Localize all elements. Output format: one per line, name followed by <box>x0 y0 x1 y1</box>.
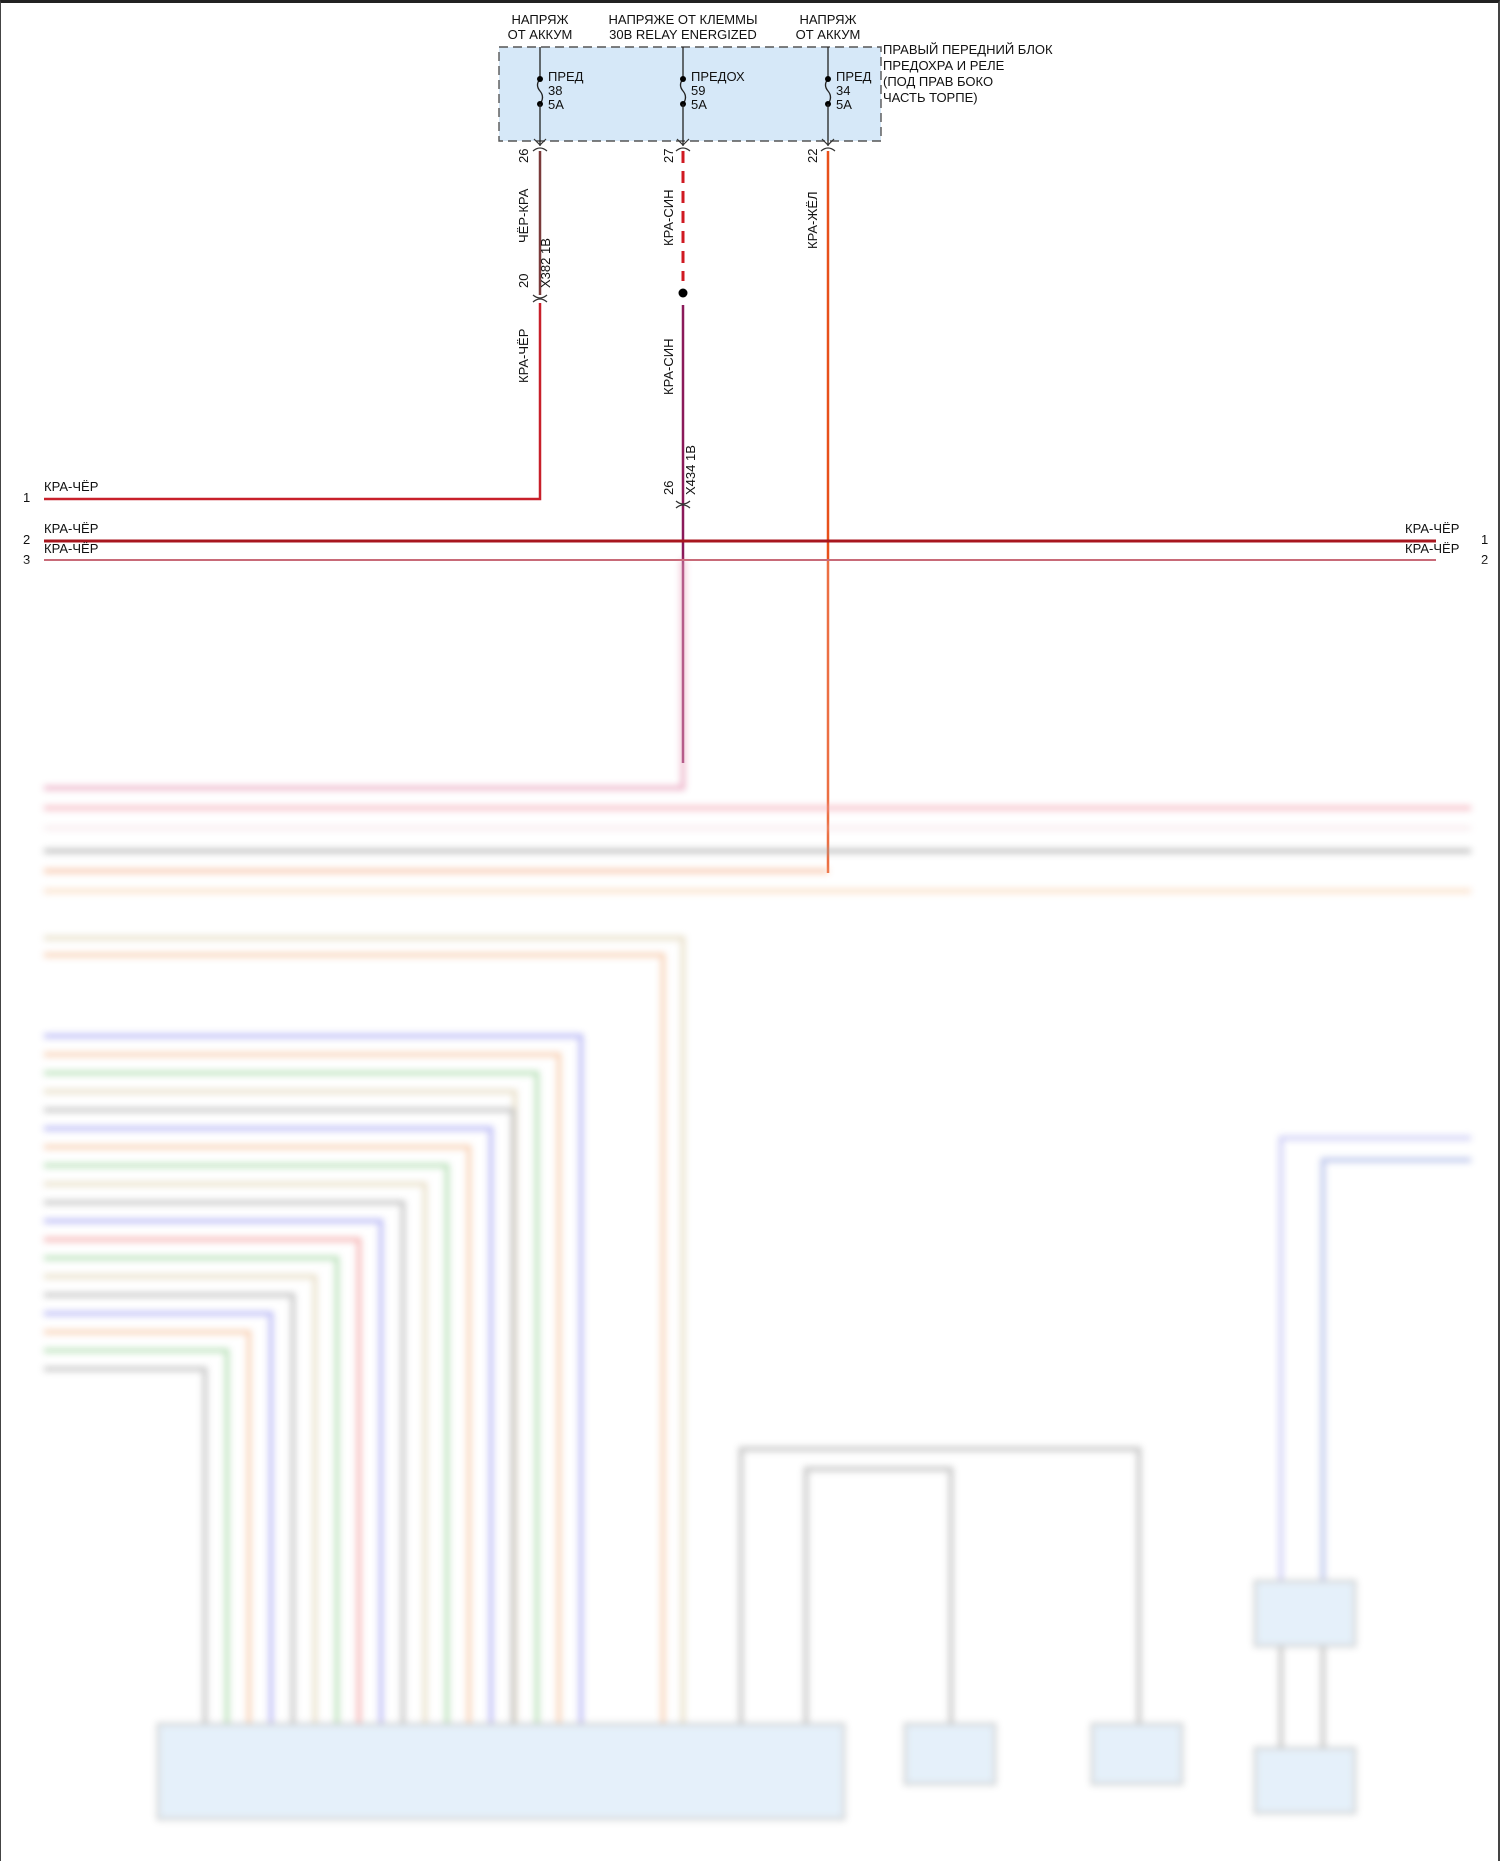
blurred-wire <box>44 1034 583 1723</box>
fuse-number: 34 <box>836 83 850 98</box>
wire-kra-cher-1 <box>44 303 542 501</box>
blurred-wire <box>1321 1158 1471 1583</box>
blurred-wire <box>44 936 685 1723</box>
fuse-terminal <box>825 76 831 82</box>
wire-color-label: КРА-ЧЁР <box>1405 541 1459 556</box>
pin-number: 3 <box>23 552 30 567</box>
splice-dot <box>678 288 688 298</box>
blurred-wire <box>739 1447 1141 1723</box>
fuse-rating: 5A <box>836 97 852 112</box>
fuse-block-label-line: ЧАСТЬ ТОРПЕ) <box>883 90 978 105</box>
blurred-component <box>1254 1747 1356 1814</box>
fuse-block <box>498 46 882 142</box>
fuse-name: ПРЕД <box>548 69 584 84</box>
connector-icon <box>820 138 836 152</box>
schematic: ПРАВЫЙ ПЕРЕДНИЙ БЛОК ПРЕДОХРА И РЕЛЕ (ПО… <box>23 12 1488 1820</box>
vertical-wire-label: КРА-СИН <box>661 190 676 247</box>
fuse-block-label-line: ПРАВЫЙ ПЕРЕДНИЙ БЛОК <box>883 42 1053 57</box>
blurred-wire <box>44 1219 383 1723</box>
vertical-wire-label: 26 <box>516 149 531 163</box>
blurred-wire <box>804 1467 953 1723</box>
wire-color-label: КРА-ЧЁР <box>44 479 98 494</box>
fuse-icon <box>536 78 544 105</box>
source-label: НАПРЯЖ <box>799 12 856 27</box>
vertical-wire-label: X434 1B <box>683 445 698 495</box>
vertical-wire-label: 22 <box>805 149 820 163</box>
blurred-component <box>1254 1580 1356 1647</box>
connector-x434-symbol <box>675 500 691 509</box>
blurred-wire <box>44 1182 427 1723</box>
blurred-wire <box>44 1237 361 1723</box>
source-label: ОТ АККУМ <box>796 27 861 42</box>
blurred-wire <box>44 1052 561 1723</box>
blurred-component <box>1091 1723 1183 1785</box>
fuse-block-label: ПРАВЫЙ ПЕРЕДНИЙ БЛОК ПРЕДОХРА И РЕЛЕ (ПО… <box>883 42 1053 105</box>
vertical-wire-label: КРА-ЖЁЛ <box>805 191 820 249</box>
blurred-wire <box>1279 1136 1471 1583</box>
blurred-wire <box>44 1163 449 1723</box>
blurred-wire <box>44 1330 251 1723</box>
blurred-wire <box>44 953 665 1723</box>
blurred-lower-diagram <box>44 560 1471 1820</box>
fuse-block-label-line: ПРЕДОХРА И РЕЛЕ <box>883 58 1005 73</box>
pin-number: 2 <box>23 532 30 547</box>
vertical-wire-label: ЧЁР-КРА <box>516 188 531 243</box>
fuse-block-label-line: (ПОД ПРАВ БОКО <box>883 74 993 89</box>
vertical-wire-label: 26 <box>661 481 676 495</box>
connector-icon <box>532 138 548 152</box>
connector-x382-symbol <box>532 294 548 303</box>
blurred-wire <box>44 1108 515 1723</box>
blurred-wire <box>44 1145 471 1723</box>
blurred-wire <box>44 560 685 790</box>
source-label: ОТ АККУМ <box>508 27 573 42</box>
blurred-wire <box>44 1274 317 1723</box>
fuse-terminal <box>537 76 543 82</box>
blurred-component <box>904 1723 996 1785</box>
pin-number: 1 <box>1481 532 1488 547</box>
blurred-wire <box>44 1293 295 1723</box>
vertical-wire-label: КРА-СИН <box>661 339 676 396</box>
fuse-number: 59 <box>691 83 705 98</box>
fuse-icon <box>679 78 687 105</box>
blurred-wire <box>44 1311 273 1723</box>
blurred-wire <box>44 1071 539 1723</box>
source-label: НАПРЯЖЕ ОТ КЛЕММЫ <box>609 12 758 27</box>
fuse-rating: 5A <box>691 97 707 112</box>
blurred-wire <box>44 1256 339 1723</box>
pin-number: 2 <box>1481 552 1488 567</box>
pin-number: 1 <box>23 490 30 505</box>
vertical-wire-label: КРА-ЧЁР <box>516 329 531 383</box>
vertical-wire-label: 20 <box>516 274 531 288</box>
source-label: НАПРЯЖ <box>511 12 568 27</box>
fuse-number: 38 <box>548 83 562 98</box>
fuse-name: ПРЕД <box>836 69 872 84</box>
source-label: 30B RELAY ENERGIZED <box>609 27 757 42</box>
fuse-rating: 5A <box>548 97 564 112</box>
blurred-wire <box>44 1367 207 1723</box>
vertical-wire-label: X382 1B <box>538 238 553 288</box>
fuse-terminal <box>680 76 686 82</box>
blurred-wire <box>44 1348 229 1723</box>
blurred-wire <box>44 1126 493 1723</box>
wire-color-label: КРА-ЧЁР <box>44 521 98 536</box>
wire-color-label: КРА-ЧЁР <box>1405 521 1459 536</box>
connector-icon <box>675 138 691 152</box>
fuse-name: ПРЕДОХ <box>691 69 745 84</box>
blurred-wire <box>44 1200 405 1723</box>
fuse-icon <box>824 78 832 105</box>
blur-overlay <box>1 561 1498 1861</box>
wire-color-label: КРА-ЧЁР <box>44 541 98 556</box>
vertical-wire-label: 27 <box>661 149 676 163</box>
blurred-component <box>157 1723 845 1820</box>
